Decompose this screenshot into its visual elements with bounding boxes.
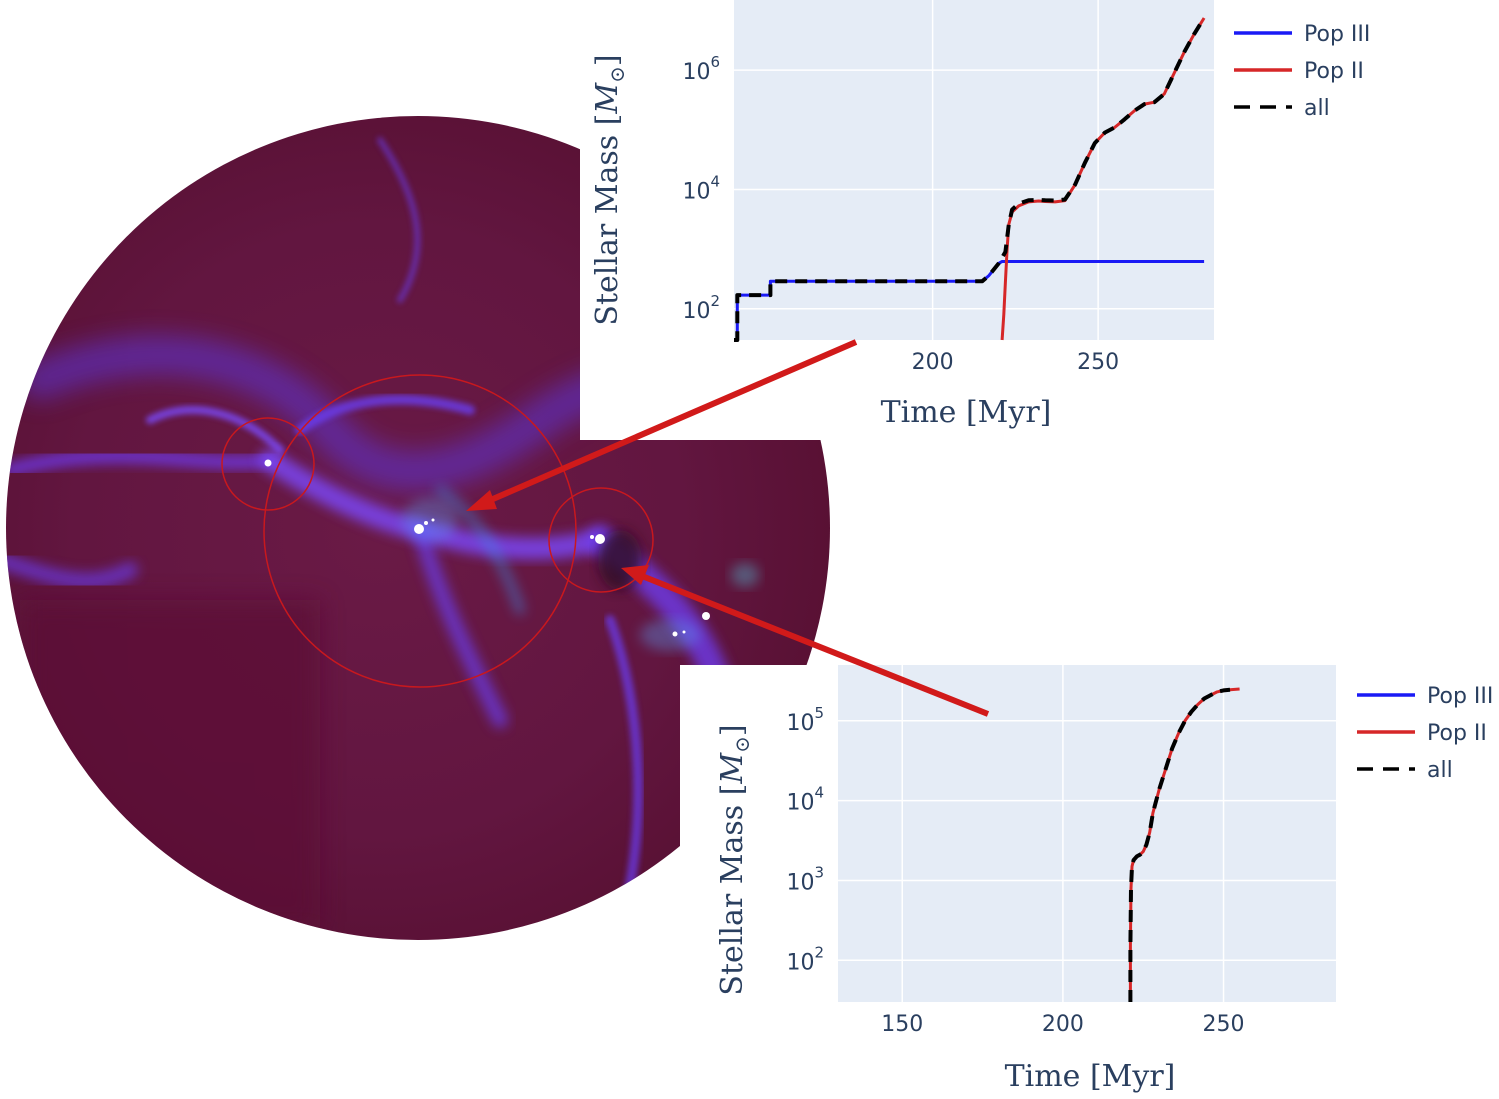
x-axis-label-bottom: Time [Myr] [1005,1059,1176,1094]
y-tick-label: 105 [786,704,824,736]
halo-circle-left [221,417,315,511]
arrows [466,339,990,717]
x-tick-label: 200 [912,350,954,375]
y-axis-label-top: Stellar Mass [M⊙] [590,54,629,325]
arrow-to-right-halo [640,573,990,717]
arrow-to-main-halo [484,339,858,505]
legend-bottom: Pop III Pop II all [1357,684,1493,783]
plot-area-top [734,0,1214,340]
legend-label: all [1304,96,1330,121]
x-tick-label: 150 [881,1012,923,1037]
arrow-head-main [466,490,497,511]
legend-label: Pop II [1304,59,1364,84]
y-tick-label: 104 [682,172,720,204]
legend-label: all [1427,758,1453,783]
y-tick-label: 102 [682,292,720,324]
series-line-all [1128,687,1231,1002]
halo-circle-right [548,487,654,593]
y-tick-label: 103 [786,863,824,895]
series-line-all [734,16,1206,342]
y-tick-label: 106 [682,53,720,85]
legend-label: Pop II [1427,721,1487,746]
x-tick-label: 250 [1077,350,1119,375]
plot-area-bottom [838,665,1336,1002]
legend-label: Pop III [1304,22,1370,47]
chart-top: 200 250 102 104 106 Stellar Mass [M⊙] Time … [580,0,1370,440]
x-tick-label: 250 [1203,1012,1245,1037]
arrow-head-right [621,565,649,585]
legend-top: Pop III Pop II all [1234,22,1370,121]
x-axis-label-top: Time [Myr] [881,395,1052,430]
chart-bottom: 150 200 250 102 103 104 105 Stellar Mass [M⊙]… [680,665,1499,1099]
y-tick-label: 102 [786,943,824,975]
x-tick-label: 200 [1042,1012,1084,1037]
legend-label: Pop III [1427,684,1493,709]
y-axis-label-bottom: Stellar Mass [M⊙] [715,724,754,995]
halo-circle-main [263,374,577,688]
y-tick-label: 104 [786,784,824,816]
